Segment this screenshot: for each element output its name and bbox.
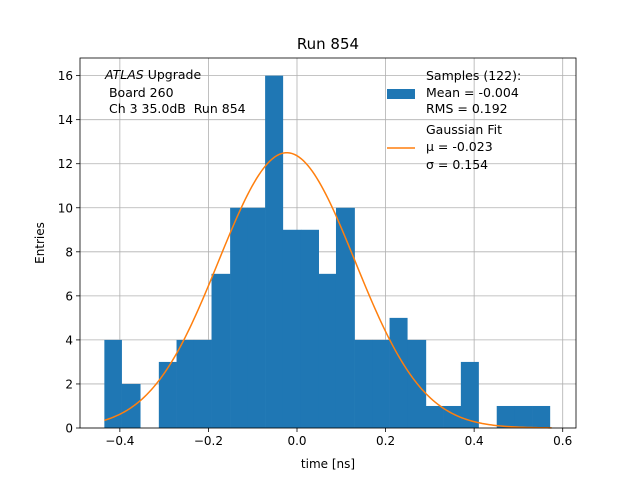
histogram-bar — [460, 361, 479, 428]
chart-title: Run 854 — [297, 35, 359, 53]
histogram-bar — [496, 405, 515, 428]
legend-samples-header: Samples (122): — [426, 68, 521, 83]
histogram-bar — [211, 273, 231, 428]
y-tick-label: 2 — [65, 377, 73, 391]
y-tick-label: 12 — [58, 157, 73, 171]
histogram-bar — [121, 383, 141, 428]
histogram-bar — [193, 339, 212, 428]
x-tick-label: 0.4 — [465, 434, 484, 448]
histogram-bar — [389, 317, 408, 428]
histogram-bar — [425, 405, 444, 428]
legend-samples-mean: Mean = -0.004 — [426, 85, 519, 100]
histogram-bar — [158, 361, 177, 428]
histogram-bar — [300, 229, 319, 428]
histogram-bar — [532, 405, 551, 428]
histogram-bar — [104, 339, 122, 428]
histogram-bar — [372, 339, 390, 428]
x-axis-ticks: −0.4 −0.2 0.0 0.2 0.4 0.6 — [105, 428, 572, 448]
histogram-bar — [282, 229, 302, 428]
legend: Samples (122): Mean = -0.004 RMS = 0.192… — [387, 68, 521, 172]
legend-fit-sigma: σ = 0.154 — [426, 157, 488, 172]
axes-frame — [79, 57, 577, 429]
histogram-bar — [318, 273, 337, 428]
x-tick-label: −0.4 — [105, 434, 134, 448]
legend-samples-rms: RMS = 0.192 — [426, 101, 508, 116]
histogram-bar — [335, 207, 355, 428]
legend-swatch-samples — [387, 89, 415, 99]
annotation-line-2: Board 260 — [105, 85, 174, 100]
atlas-annotation: ATLAS Upgrade Board 260 Ch 3 35.0dB Run … — [104, 67, 246, 116]
histogram-bar — [514, 405, 533, 428]
histogram-bar — [354, 339, 373, 428]
histogram-bar — [265, 75, 284, 428]
y-axis-label: Entries — [33, 222, 47, 264]
y-tick-label: 4 — [65, 333, 73, 347]
x-axis-label: time [ns] — [301, 457, 355, 471]
x-tick-label: 0.0 — [287, 434, 306, 448]
y-axis-ticks: 0 2 4 6 8 10 12 14 16 — [58, 69, 80, 436]
histogram-bar — [247, 207, 266, 428]
legend-fit-header: Gaussian Fit — [426, 122, 502, 137]
annotation-upgrade: Upgrade — [144, 67, 202, 82]
x-tick-label: 0.2 — [376, 434, 395, 448]
histogram-bar — [230, 207, 248, 428]
annotation-line-3: Ch 3 35.0dB Run 854 — [105, 101, 246, 116]
y-tick-label: 16 — [58, 69, 73, 83]
gaussian-fit-curve — [104, 151, 552, 429]
y-tick-label: 8 — [65, 245, 73, 259]
y-tick-label: 10 — [58, 201, 73, 215]
x-tick-label: 0.6 — [553, 434, 572, 448]
legend-fit-mu: μ = -0.023 — [426, 139, 493, 154]
y-tick-label: 14 — [58, 113, 73, 127]
annotation-line-1: ATLAS Upgrade — [104, 67, 201, 82]
y-tick-label: 0 — [65, 422, 73, 436]
annotation-atlas: ATLAS — [104, 67, 144, 82]
histogram-bar — [176, 339, 195, 428]
x-tick-label: −0.2 — [194, 434, 223, 448]
y-tick-label: 6 — [65, 289, 73, 303]
